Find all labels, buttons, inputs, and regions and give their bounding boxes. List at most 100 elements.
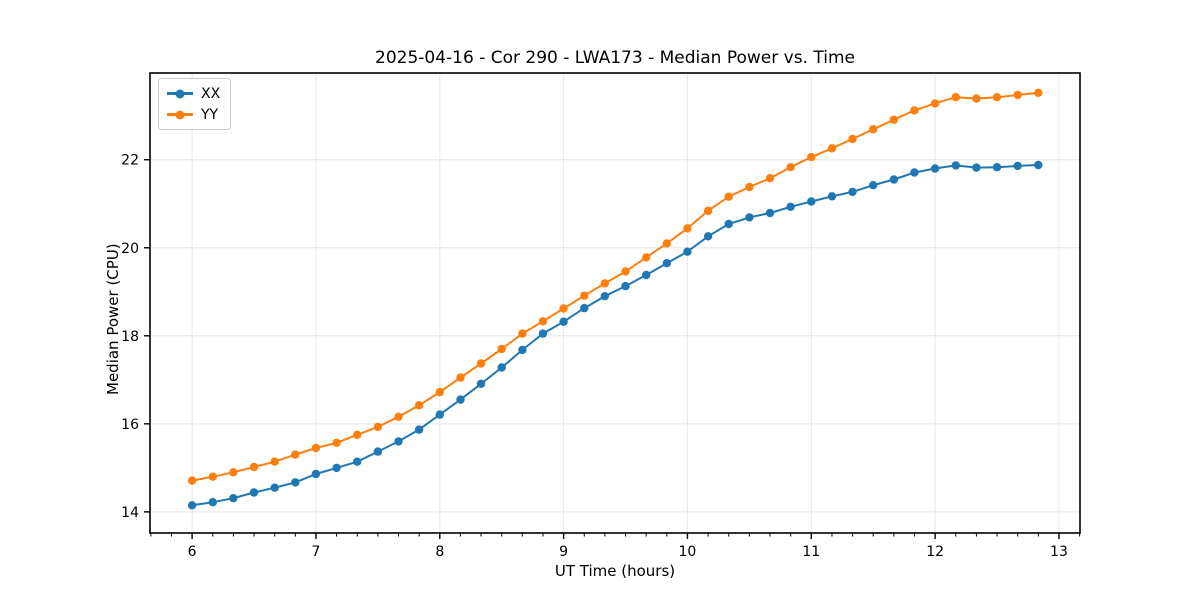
data-point-yy [745, 182, 754, 192]
data-point-xx [187, 501, 197, 510]
x-tick-label: 8 [435, 544, 444, 560]
data-point-yy [869, 125, 878, 134]
data-point-xx [992, 163, 1002, 172]
y-tick-label: 16 [121, 417, 139, 433]
data-point-yy [765, 174, 775, 183]
data-point-yy [497, 344, 506, 354]
data-point-yy [249, 462, 259, 472]
data-point-yy [662, 239, 671, 248]
data-point-xx [229, 494, 238, 503]
data-point-yy [807, 152, 816, 162]
data-point-xx [414, 425, 424, 434]
data-point-yy [373, 422, 383, 432]
legend-line-marker-icon [167, 89, 193, 98]
data-point-xx [745, 213, 754, 222]
data-point-xx [807, 197, 816, 206]
legend-entry-xx: XX [167, 83, 220, 104]
data-point-yy [1013, 90, 1022, 100]
data-point-xx [621, 281, 630, 291]
data-point-xx [538, 329, 548, 338]
data-point-yy [930, 99, 940, 108]
data-point-yy [786, 163, 795, 172]
data-point-yy [414, 401, 424, 410]
data-point-yy [456, 373, 465, 382]
data-point-yy [476, 359, 486, 368]
data-point-yy [827, 144, 837, 153]
data-point-xx [683, 247, 692, 256]
data-point-yy [600, 279, 609, 288]
y-tick-label: 20 [121, 241, 139, 257]
data-point-yy [910, 106, 919, 115]
data-point-yy [332, 438, 341, 447]
data-point-yy [518, 329, 527, 338]
x-tick-label: 11 [802, 544, 820, 560]
chart-title: 2025-04-16 - Cor 290 - LWA173 - Median P… [375, 48, 855, 68]
data-point-yy [951, 93, 960, 102]
data-point-xx [662, 259, 671, 268]
data-point-xx [332, 463, 341, 473]
data-point-yy [848, 134, 857, 144]
data-point-xx [435, 410, 444, 419]
data-point-yy [311, 443, 321, 453]
data-point-yy [229, 468, 238, 477]
data-point-yy [1034, 88, 1043, 98]
data-point-xx [910, 168, 919, 177]
axes-frame [149, 72, 1081, 534]
y-tick-label: 18 [121, 329, 139, 345]
data-point-yy [559, 304, 568, 313]
data-point-yy [642, 253, 651, 262]
data-point-yy [187, 476, 197, 485]
data-point-yy [992, 93, 1002, 102]
legend-label: XX [201, 85, 221, 102]
data-point-xx [208, 498, 217, 507]
data-point-yy [270, 457, 279, 466]
x-tick-label: 12 [926, 544, 944, 560]
x-tick-label: 6 [188, 544, 197, 560]
x-tick-label: 9 [559, 544, 568, 560]
y-tick-label: 22 [121, 153, 139, 169]
data-point-yy [353, 430, 362, 439]
data-point-yy [724, 192, 733, 201]
legend-label: YY [201, 106, 219, 123]
data-point-xx [353, 457, 362, 466]
legend-entry-yy: YY [167, 104, 220, 125]
data-point-xx [972, 163, 981, 172]
x-tick-label: 13 [1050, 544, 1068, 560]
data-point-xx [476, 379, 486, 388]
data-point-xx [869, 181, 878, 190]
data-point-yy [703, 206, 713, 215]
data-point-xx [1034, 160, 1043, 170]
data-point-xx [951, 161, 960, 170]
data-point-xx [827, 192, 837, 201]
data-point-xx [311, 469, 321, 479]
x-tick-label: 7 [311, 544, 320, 560]
y-tick-label: 14 [121, 505, 139, 521]
data-point-xx [930, 164, 940, 173]
data-point-yy [972, 94, 981, 103]
data-point-xx [249, 488, 259, 497]
data-point-xx [394, 437, 403, 446]
data-point-xx [600, 292, 609, 301]
data-point-xx [786, 202, 795, 211]
series-line-xx [191, 164, 1039, 507]
data-point-yy [889, 115, 899, 124]
data-point-xx [724, 219, 733, 229]
data-point-xx [642, 270, 651, 280]
data-point-xx [456, 395, 465, 404]
data-point-yy [580, 291, 589, 300]
data-point-xx [518, 345, 527, 355]
legend: XX YY [158, 78, 232, 130]
data-point-xx [1013, 161, 1022, 171]
data-point-xx [373, 447, 383, 456]
x-axis-label: UT Time (hours) [554, 562, 676, 580]
data-point-yy [291, 450, 300, 459]
data-point-yy [435, 387, 444, 397]
data-point-xx [559, 317, 568, 326]
data-point-yy [208, 472, 217, 481]
data-point-yy [621, 267, 630, 276]
data-point-yy [394, 412, 403, 421]
data-point-xx [765, 208, 775, 218]
data-point-yy [683, 224, 692, 233]
